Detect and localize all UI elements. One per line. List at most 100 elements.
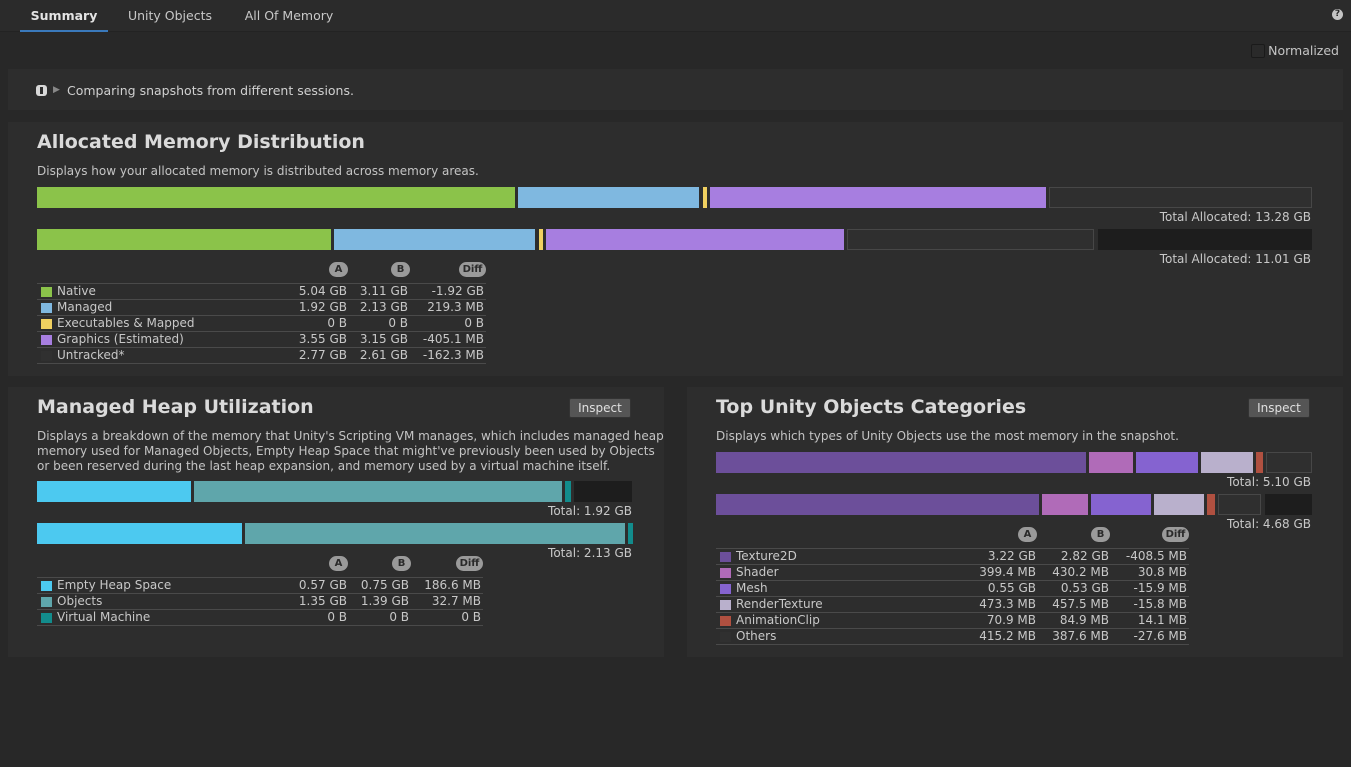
legend-row-executables[interactable]: Executables & Mapped 0 B 0 B 0 B	[37, 315, 486, 331]
objects-bar-a-shader[interactable]	[1089, 452, 1133, 473]
value-a: 415.2 MB	[979, 629, 1036, 643]
value-a: 0.57 GB	[298, 578, 347, 592]
value-diff: 32.7 MB	[431, 594, 481, 608]
column-header-diff: Diff	[459, 262, 486, 277]
legend-row-graphics[interactable]: Graphics (Estimated) 3.55 GB 3.15 GB -40…	[37, 331, 486, 347]
row-label: Objects	[57, 594, 103, 608]
objects-total-b: Total: 4.68 GB	[1227, 517, 1311, 531]
info-icon	[36, 85, 47, 96]
bar-a-managed[interactable]	[518, 187, 699, 208]
row-label: Others	[736, 629, 777, 643]
heap-legend-row-objects[interactable]: Objects 1.35 GB 1.39 GB 32.7 MB	[37, 593, 483, 609]
bar-b-native[interactable]	[37, 229, 331, 250]
objects-column-header-a: A	[1018, 527, 1037, 542]
triangle-right-icon[interactable]: ▶	[53, 85, 60, 95]
managed-heap-panel	[8, 387, 664, 657]
normalized-label: Normalized	[1268, 43, 1339, 58]
bar-a-graphics[interactable]	[710, 187, 1046, 208]
tab-bar: Summary Unity Objects All Of Memory ?	[0, 0, 1351, 32]
objects-bar-a-texture2d[interactable]	[716, 452, 1086, 473]
row-label: Graphics (Estimated)	[57, 332, 184, 346]
row-label: Native	[57, 284, 96, 298]
value-b: 0.75 GB	[360, 578, 409, 592]
bar-b-untracked[interactable]	[847, 229, 1094, 250]
value-a: 70.9 MB	[986, 613, 1036, 627]
value-a: 473.3 MB	[979, 597, 1036, 611]
objects-legend-row-others[interactable]: Others 415.2 MB 387.6 MB -27.6 MB	[716, 628, 1189, 645]
value-diff: -1.92 GB	[431, 284, 484, 298]
value-a: 1.35 GB	[298, 594, 347, 608]
normalized-toggle[interactable]: Normalized	[1251, 43, 1339, 58]
normalized-checkbox[interactable]	[1251, 43, 1266, 58]
value-diff: -408.5 MB	[1125, 549, 1187, 563]
legend-row-managed[interactable]: Managed 1.92 GB 2.13 GB 219.3 MB	[37, 299, 486, 315]
column-header-a: A	[329, 262, 348, 277]
tab-all-of-memory[interactable]: All Of Memory	[244, 8, 334, 23]
objects-legend-row-render-texture[interactable]: RenderTexture 473.3 MB 457.5 MB -15.8 MB	[716, 596, 1189, 612]
top-objects-inspect-button[interactable]: Inspect	[1248, 398, 1310, 418]
bar-a-native[interactable]	[37, 187, 515, 208]
allocated-memory-title: Allocated Memory Distribution	[37, 131, 365, 153]
objects-bar-b-animation-clip[interactable]	[1207, 494, 1215, 515]
tab-unity-objects[interactable]: Unity Objects	[127, 8, 213, 23]
heap-total-a: Total: 1.92 GB	[548, 504, 632, 518]
objects-bar-b-texture2d[interactable]	[716, 494, 1039, 515]
value-diff: 0 B	[464, 316, 484, 330]
swatch-managed	[41, 303, 52, 313]
objects-bar-b-mesh[interactable]	[1091, 494, 1151, 515]
heap-legend-row-empty-heap[interactable]: Empty Heap Space 0.57 GB 0.75 GB 186.6 M…	[37, 577, 483, 593]
value-b: 430.2 MB	[1052, 565, 1109, 579]
objects-bar-a-animation-clip[interactable]	[1256, 452, 1263, 473]
bar-b-graphics[interactable]	[546, 229, 844, 250]
heap-bar-a-objects[interactable]	[194, 481, 562, 502]
objects-bar-b-others[interactable]	[1218, 494, 1261, 515]
top-objects-title: Top Unity Objects Categories	[716, 396, 1027, 418]
swatch-others	[720, 632, 731, 642]
swatch-objects	[41, 597, 52, 607]
bar-b-managed[interactable]	[334, 229, 535, 250]
row-label: Shader	[736, 565, 779, 579]
objects-legend-row-texture2d[interactable]: Texture2D 3.22 GB 2.82 GB -408.5 MB	[716, 548, 1189, 564]
objects-legend-row-shader[interactable]: Shader 399.4 MB 430.2 MB 30.8 MB	[716, 564, 1189, 580]
heap-bar-a-virtual-machine[interactable]	[565, 481, 571, 502]
value-b: 84.9 MB	[1059, 613, 1109, 627]
objects-legend-row-animation-clip[interactable]: AnimationClip 70.9 MB 84.9 MB 14.1 MB	[716, 612, 1189, 628]
objects-legend-row-mesh[interactable]: Mesh 0.55 GB 0.53 GB -15.9 MB	[716, 580, 1189, 596]
value-b: 387.6 MB	[1052, 629, 1109, 643]
value-diff: 30.8 MB	[1137, 565, 1187, 579]
value-diff: 186.6 MB	[424, 578, 481, 592]
row-label: AnimationClip	[736, 613, 820, 627]
heap-bar-b-objects[interactable]	[245, 523, 625, 544]
legend-row-native[interactable]: Native 5.04 GB 3.11 GB -1.92 GB	[37, 283, 486, 299]
tab-summary[interactable]: Summary	[20, 0, 108, 32]
bar-b-executables[interactable]	[539, 229, 543, 250]
bar-a-untracked[interactable]	[1049, 187, 1312, 208]
objects-bar-a-others[interactable]	[1266, 452, 1312, 473]
objects-bar-b-render-texture[interactable]	[1154, 494, 1204, 515]
row-label: RenderTexture	[736, 597, 823, 611]
objects-bar-b-shader[interactable]	[1042, 494, 1088, 515]
row-label: Virtual Machine	[57, 610, 151, 624]
managed-heap-inspect-button[interactable]: Inspect	[569, 398, 631, 418]
swatch-graphics	[41, 335, 52, 345]
objects-bar-a-render-texture[interactable]	[1201, 452, 1253, 473]
value-a: 0 B	[327, 316, 347, 330]
heap-bar-b-empty-heap[interactable]	[37, 523, 242, 544]
legend-row-untracked[interactable]: Untracked* 2.77 GB 2.61 GB -162.3 MB	[37, 347, 486, 364]
managed-heap-description-line-3: or been reserved during the last heap ex…	[37, 459, 611, 473]
objects-bar-a-mesh[interactable]	[1136, 452, 1198, 473]
value-diff: 14.1 MB	[1137, 613, 1187, 627]
heap-legend-row-virtual-machine[interactable]: Virtual Machine 0 B 0 B 0 B	[37, 609, 483, 626]
bar-b-remainder	[1098, 229, 1312, 250]
value-diff: -15.9 MB	[1133, 581, 1187, 595]
heap-bar-a-empty-heap[interactable]	[37, 481, 191, 502]
heap-bar-b-virtual-machine[interactable]	[628, 523, 633, 544]
value-a: 399.4 MB	[979, 565, 1036, 579]
top-objects-description: Displays which types of Unity Objects us…	[716, 429, 1179, 443]
bar-a-executables[interactable]	[703, 187, 707, 208]
swatch-untracked	[41, 351, 52, 361]
value-diff: -27.6 MB	[1133, 629, 1187, 643]
row-label: Mesh	[736, 581, 768, 595]
value-b: 0 B	[389, 610, 409, 624]
help-icon[interactable]: ?	[1332, 9, 1343, 20]
